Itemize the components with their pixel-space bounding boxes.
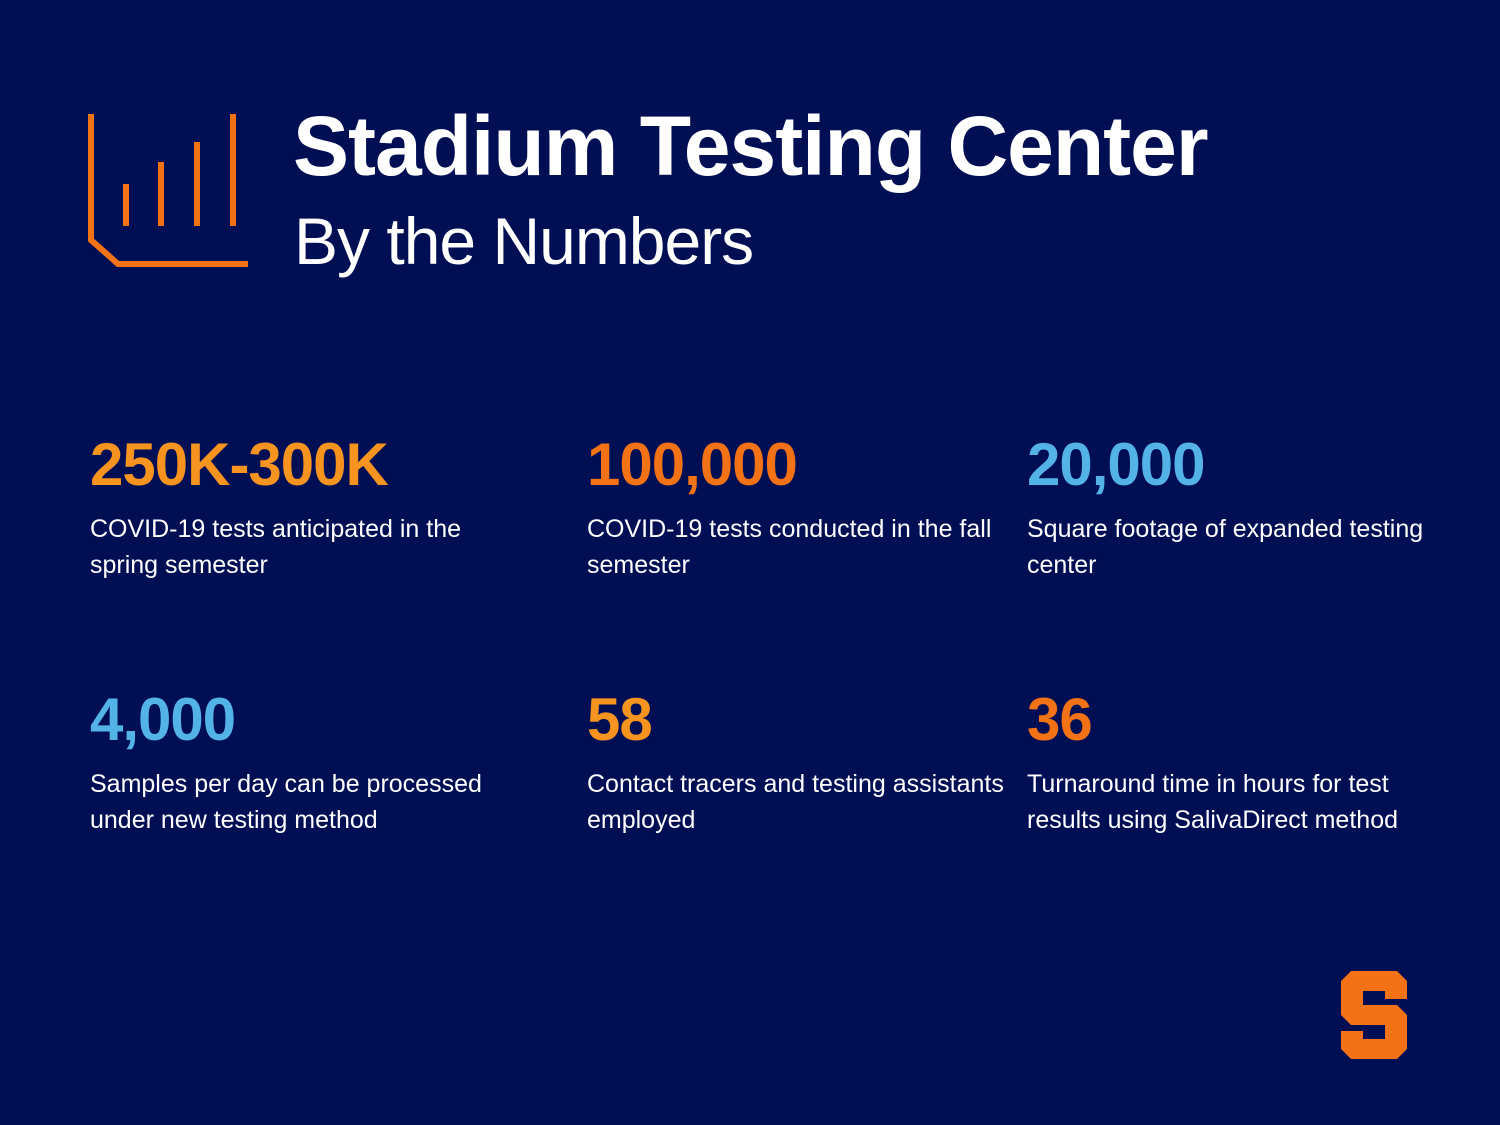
stat-value: 100,000 <box>587 431 798 498</box>
stat-description: Square footage of expanded testing cente… <box>1027 515 1424 579</box>
stat-description: Samples per day can be processed under n… <box>90 770 482 834</box>
stat-value: 58 <box>587 686 653 753</box>
bar-chart-icon <box>88 114 248 267</box>
stat-value: 4,000 <box>90 686 236 753</box>
stat-description: COVID-19 tests anticipated in the spring… <box>90 515 462 579</box>
stat-contact-tracers: 58 Contact tracers and testing assistant… <box>587 690 1007 838</box>
stat-description: Contact tracers and testing assistants e… <box>587 770 1004 834</box>
stat-description: Turnaround time in hours for test result… <box>1027 770 1398 834</box>
stat-value: 20,000 <box>1027 431 1206 498</box>
stat-square-footage: 20,000 Square footage of expanded testin… <box>1027 435 1447 583</box>
stat-fall-tests: 100,000 COVID-19 tests conducted in the … <box>587 435 1007 583</box>
page-subtitle: By the Numbers <box>294 204 754 278</box>
block-s-logo <box>1341 971 1407 1059</box>
stat-samples-per-day: 4,000 Samples per day can be processed u… <box>90 690 510 838</box>
stat-description: COVID-19 tests conducted in the fall sem… <box>587 515 992 579</box>
stat-value: 36 <box>1027 686 1093 753</box>
stat-turnaround-time: 36 Turnaround time in hours for test res… <box>1027 690 1447 838</box>
page-title: Stadium Testing Center <box>293 99 1209 193</box>
stat-value: 250K-300K <box>90 431 389 498</box>
stat-spring-tests: 250K-300K COVID-19 tests anticipated in … <box>90 435 510 583</box>
